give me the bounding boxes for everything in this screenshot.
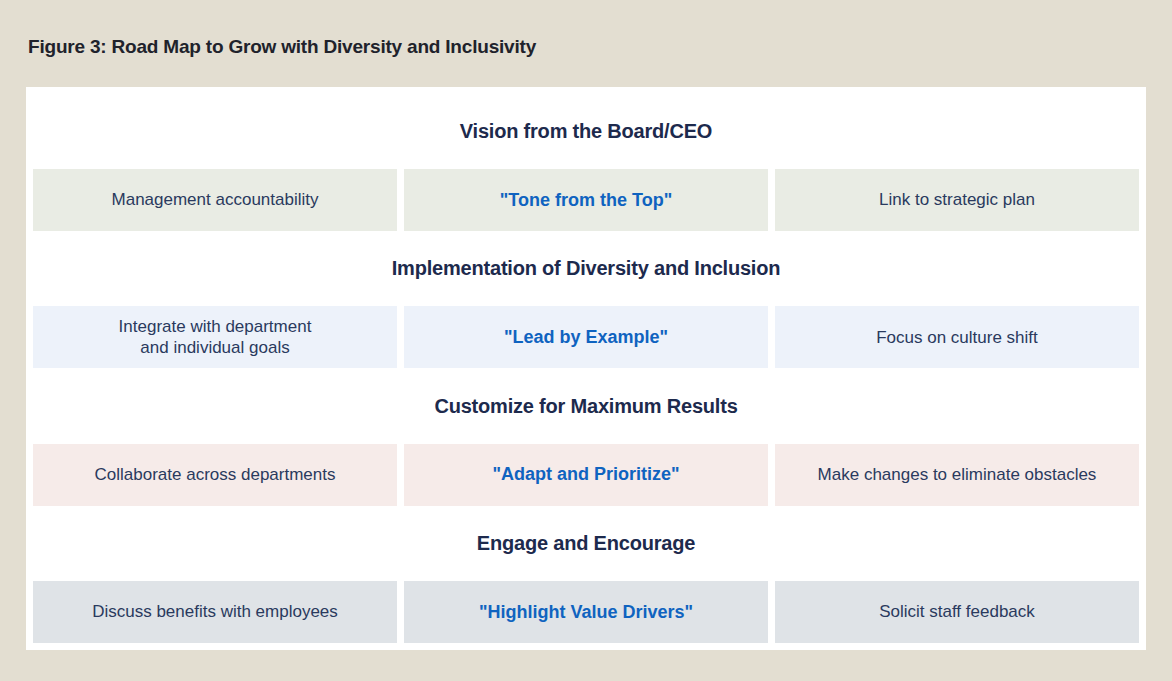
right-box-label: Link to strategic plan: [879, 189, 1035, 210]
left-box-label: Collaborate across departments: [95, 464, 336, 485]
center-box-label: "Lead by Example": [504, 326, 668, 349]
left-box: Collaborate across departments: [33, 444, 397, 506]
left-box: Management accountability: [33, 169, 397, 231]
right-box: Make changes to eliminate obstacles: [775, 444, 1139, 506]
roadmap-panel: Vision from the Board/CEO Management acc…: [26, 87, 1146, 650]
box-row: Integrate with department and individual…: [33, 306, 1139, 368]
left-box: Integrate with department and individual…: [33, 306, 397, 368]
right-box: Link to strategic plan: [775, 169, 1139, 231]
section-heading: Customize for Maximum Results: [33, 369, 1139, 444]
right-box-label: Solicit staff feedback: [879, 601, 1035, 622]
center-box-label: "Highlight Value Drivers": [479, 601, 693, 624]
center-box: "Lead by Example": [404, 306, 768, 368]
section-heading: Engage and Encourage: [33, 506, 1139, 581]
center-box: "Highlight Value Drivers": [404, 581, 768, 643]
section-engage: Engage and Encourage Discuss benefits wi…: [33, 506, 1139, 643]
center-box-label: "Adapt and Prioritize": [492, 463, 679, 486]
left-box-label: Integrate with department and individual…: [119, 316, 312, 359]
section-vision: Vision from the Board/CEO Management acc…: [33, 94, 1139, 231]
left-box: Discuss benefits with employees: [33, 581, 397, 643]
center-box-label: "Tone from the Top": [500, 189, 672, 212]
right-box: Focus on culture shift: [775, 306, 1139, 368]
section-heading: Vision from the Board/CEO: [33, 94, 1139, 169]
section-implementation: Implementation of Diversity and Inclusio…: [33, 231, 1139, 368]
section-customize: Customize for Maximum Results Collaborat…: [33, 369, 1139, 506]
box-row: Management accountability "Tone from the…: [33, 169, 1139, 231]
left-box-label: Management accountability: [112, 189, 319, 210]
right-box-label: Make changes to eliminate obstacles: [818, 464, 1097, 485]
center-box: "Adapt and Prioritize": [404, 444, 768, 506]
box-row: Discuss benefits with employees "Highlig…: [33, 581, 1139, 643]
right-box: Solicit staff feedback: [775, 581, 1139, 643]
right-box-label: Focus on culture shift: [876, 327, 1038, 348]
figure-title: Figure 3: Road Map to Grow with Diversit…: [28, 36, 536, 58]
center-box: "Tone from the Top": [404, 169, 768, 231]
box-row: Collaborate across departments "Adapt an…: [33, 444, 1139, 506]
left-box-label: Discuss benefits with employees: [92, 601, 338, 622]
section-heading: Implementation of Diversity and Inclusio…: [33, 231, 1139, 306]
